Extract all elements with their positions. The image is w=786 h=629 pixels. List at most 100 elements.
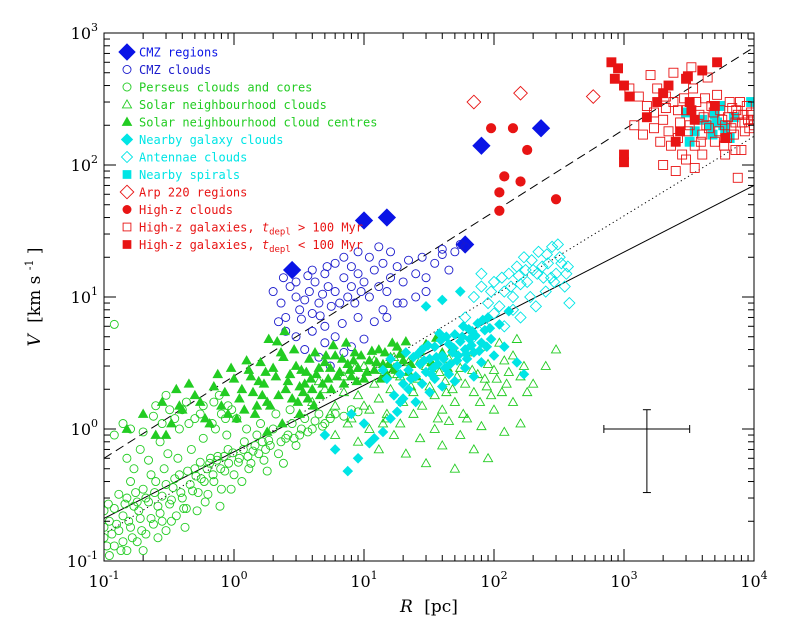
data-point	[342, 465, 354, 477]
data-point	[344, 364, 356, 374]
data-point	[377, 426, 389, 438]
data-point	[310, 416, 320, 426]
data-point	[339, 273, 349, 283]
data-point	[257, 437, 267, 447]
data-point	[247, 386, 259, 397]
legend-label: Antennae clouds	[139, 151, 247, 165]
x-axis-label-unit: [pc]	[424, 597, 458, 617]
tick-base: 10	[88, 572, 108, 591]
data-point	[364, 252, 374, 262]
data-point	[688, 83, 699, 94]
data-point	[289, 433, 299, 443]
data-point	[378, 258, 388, 268]
data-point	[274, 317, 283, 327]
data-point	[410, 371, 422, 382]
data-point	[352, 362, 364, 372]
data-point	[330, 287, 340, 297]
data-point	[432, 413, 444, 423]
data-point	[722, 112, 733, 123]
data-point	[487, 275, 501, 289]
data-point	[216, 464, 226, 474]
data-point	[208, 470, 218, 480]
data-point	[181, 397, 191, 407]
legend-marker	[122, 240, 132, 249]
series-2	[104, 319, 363, 561]
legend-label: CMZ regions	[139, 46, 218, 60]
data-point	[346, 413, 357, 423]
data-point	[353, 312, 363, 322]
legend-label-sub: depl	[269, 245, 291, 255]
data-point	[424, 386, 435, 398]
data-point	[146, 470, 156, 480]
legend-label: Perseus clouds and cores	[139, 81, 312, 95]
data-point	[638, 129, 648, 140]
data-point	[157, 516, 167, 526]
data-point	[195, 457, 205, 467]
data-point	[180, 522, 190, 532]
data-point	[331, 371, 343, 381]
data-point	[122, 493, 132, 503]
data-point	[388, 389, 400, 401]
data-point	[459, 378, 471, 388]
data-point	[394, 396, 406, 408]
legend-label: Solar neighbourhood cloud centres	[139, 116, 377, 130]
data-point	[342, 418, 354, 428]
data-point	[253, 375, 265, 386]
data-point	[271, 336, 283, 346]
data-point	[238, 444, 248, 454]
data-point	[450, 247, 460, 257]
data-point	[658, 114, 669, 125]
data-point	[314, 409, 324, 419]
data-point	[263, 333, 275, 343]
data-point	[250, 441, 260, 450]
data-point	[239, 437, 249, 447]
data-point	[466, 340, 477, 351]
data-point	[720, 149, 731, 160]
y-axis-label-unit: [km s	[25, 276, 45, 323]
data-point	[737, 117, 748, 128]
data-point	[144, 455, 153, 465]
legend-label-text: Antennae clouds	[139, 151, 247, 165]
data-point	[330, 258, 340, 268]
data-point	[697, 65, 708, 76]
series-11	[606, 57, 731, 168]
data-point	[681, 154, 691, 165]
data-point	[264, 400, 276, 410]
data-point	[327, 339, 339, 350]
x-tick-label: 103	[610, 569, 637, 591]
data-point	[391, 406, 403, 418]
data-point	[274, 449, 283, 459]
data-point	[481, 341, 493, 353]
data-point	[313, 375, 325, 386]
data-point	[222, 408, 234, 418]
data-point	[150, 429, 162, 439]
data-point	[436, 381, 448, 392]
data-point	[352, 436, 364, 446]
data-point	[473, 345, 485, 357]
tick-exp: 1	[91, 285, 98, 298]
tick-exp: 2	[91, 153, 98, 166]
data-point	[183, 466, 193, 476]
data-point	[199, 413, 211, 423]
data-point	[346, 371, 357, 381]
data-point	[206, 453, 216, 463]
data-point	[205, 458, 215, 468]
data-point	[392, 262, 402, 272]
data-point	[346, 282, 356, 292]
data-point	[499, 171, 510, 182]
data-point	[184, 419, 194, 429]
data-point	[343, 292, 353, 302]
data-point	[468, 386, 480, 397]
data-point	[351, 375, 363, 386]
data-point	[488, 350, 500, 361]
legend-marker	[118, 43, 136, 61]
data-point	[311, 368, 322, 379]
data-point	[202, 464, 212, 474]
data-point	[655, 136, 666, 147]
data-point	[241, 355, 252, 365]
data-point	[507, 396, 519, 406]
data-point	[307, 265, 317, 275]
data-point	[160, 429, 172, 439]
data-point	[364, 423, 375, 433]
data-point	[437, 249, 447, 259]
